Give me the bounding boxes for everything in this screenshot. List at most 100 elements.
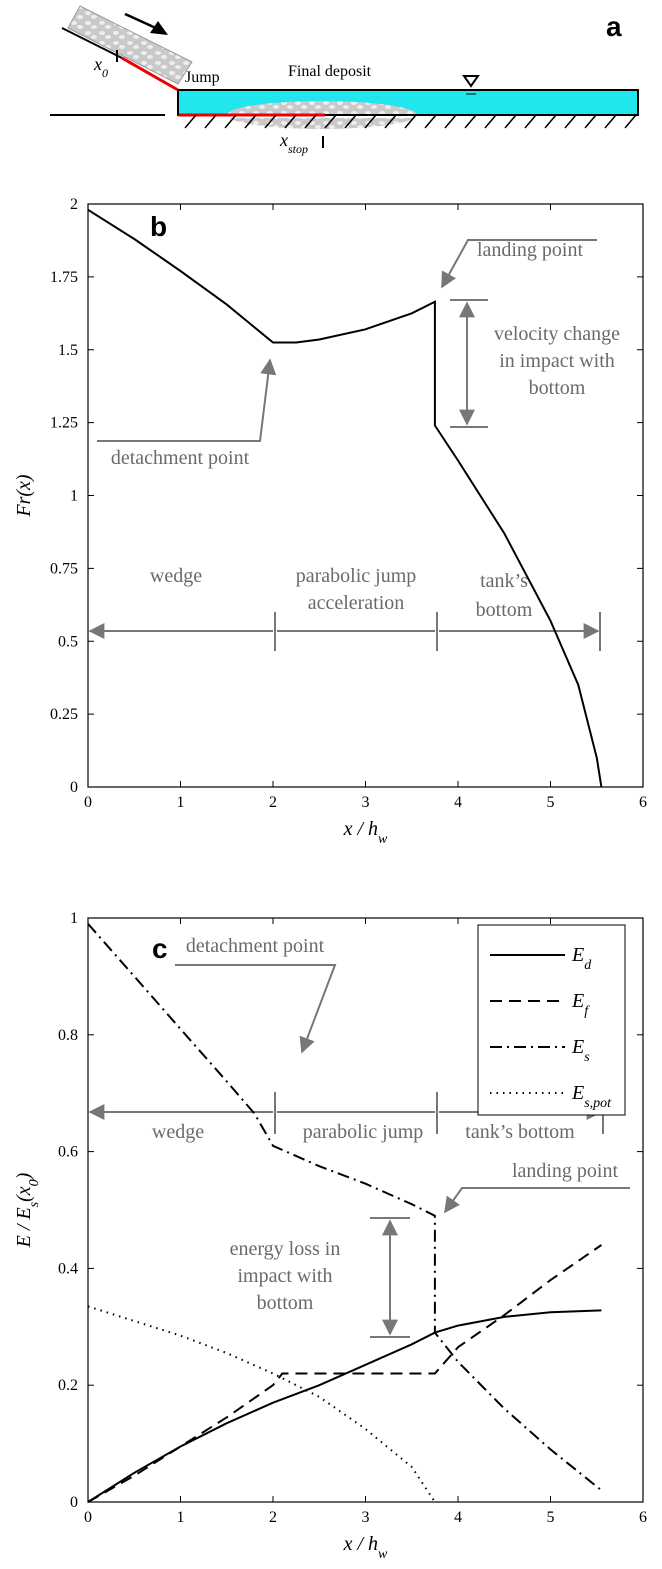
annotation: energy loss in — [230, 1238, 341, 1260]
annotation: parabolic jump — [296, 565, 417, 587]
axis-label: x / hw — [343, 818, 388, 847]
annotations-b: landing point velocity change in impact … — [90, 239, 620, 651]
y-tick-label: 1 — [70, 488, 78, 505]
y-tick-label: 0 — [70, 779, 78, 796]
x-tick-label: 2 — [269, 1509, 277, 1526]
annotation: wedge — [152, 1121, 204, 1143]
axis-label: Fr(x) — [13, 474, 35, 518]
axis-label-part: s — [27, 1201, 42, 1207]
y-tick-label: 0.75 — [50, 560, 78, 577]
annotation: tank’s bottom — [465, 1121, 575, 1143]
plot-frame — [87, 203, 644, 788]
arrow — [441, 239, 597, 289]
arrow — [97, 358, 277, 442]
legend-sub: f — [584, 1004, 590, 1019]
x0-sub: 0 — [102, 66, 108, 80]
y-tick-label: 0.6 — [58, 1144, 78, 1161]
legend-box — [477, 924, 626, 1116]
series-line — [87, 923, 603, 1492]
series-line — [87, 1244, 602, 1503]
y-tick-label: 1.75 — [50, 269, 78, 286]
annotations-c: detachment point wedge parabolic jump ta… — [90, 935, 630, 1338]
x-tick-label: 1 — [177, 794, 185, 811]
series-line — [87, 1305, 436, 1503]
slope — [61, 27, 123, 59]
annotation: impact with — [238, 1265, 333, 1287]
annotation: detachment point — [111, 447, 250, 469]
series-line — [87, 208, 603, 788]
jump-label: Jump — [185, 69, 220, 86]
range-tick — [274, 612, 601, 651]
arrow — [444, 1187, 630, 1214]
motion-head — [150, 21, 168, 35]
axis-label-part: 0 — [27, 1179, 42, 1186]
hatch — [184, 114, 637, 129]
panel-label: b — [150, 211, 167, 242]
panel-label: c — [152, 933, 168, 964]
annotation: parabolic jump — [303, 1121, 424, 1143]
legend-label: Es — [571, 1036, 590, 1065]
axis-label-part: w — [378, 1547, 388, 1562]
axis-label: E / Es(x0) — [13, 1172, 42, 1248]
y-tick-label: 1.25 — [50, 415, 78, 432]
annotation: bottom — [529, 377, 586, 399]
ground-cover — [178, 115, 638, 118]
xstop-main: x — [279, 130, 288, 150]
deposit-label: Final deposit — [288, 63, 372, 80]
x-tick-label: 1 — [177, 1509, 185, 1526]
series-line — [87, 1309, 602, 1503]
schematic: a x0 Jump Final deposit xstop — [50, 5, 639, 156]
legend-name: E — [571, 1082, 584, 1104]
axis-label-part: E / E — [13, 1207, 35, 1248]
x0-label: x0 — [93, 54, 108, 80]
annotation: tank’s — [480, 570, 528, 592]
legend-sub: d — [584, 958, 592, 973]
axis-label-part: x / h — [343, 1533, 378, 1555]
legend-sub: s,pot — [584, 1096, 612, 1111]
legend-label: Es,pot — [571, 1082, 612, 1111]
legend-sub: s — [584, 1050, 590, 1065]
legend-name: E — [571, 944, 584, 966]
y-tick-label: 0.25 — [50, 706, 78, 723]
x-tick-label: 2 — [269, 794, 277, 811]
arrow-cap — [370, 1217, 410, 1338]
arrow-cap — [450, 299, 488, 428]
slab — [67, 5, 193, 85]
axis-label-part: Fr(x) — [13, 474, 35, 518]
slope-red — [121, 56, 179, 92]
motion-arrow — [124, 12, 159, 31]
x-tick-label: 4 — [454, 1509, 462, 1526]
x-tick-label: 3 — [362, 794, 370, 811]
water-symbol — [462, 75, 480, 88]
annotation: landing point — [512, 1160, 619, 1182]
x-tick-label: 6 — [639, 794, 647, 811]
x-tick-label: 5 — [547, 1509, 555, 1526]
panel-label: a — [606, 11, 622, 42]
xstop-sub: stop — [288, 142, 308, 156]
annotation: velocity change — [494, 323, 620, 345]
axis-label-part: ) — [13, 1172, 35, 1180]
x0-main: x — [93, 54, 102, 74]
x-tick-label: 3 — [362, 1509, 370, 1526]
y-tick-label: 1 — [70, 910, 78, 927]
x-tick-label: 4 — [454, 794, 462, 811]
y-tick-label: 0.2 — [58, 1377, 78, 1394]
y-tick-label: 0.8 — [58, 1027, 78, 1044]
x-tick-label: 0 — [84, 794, 92, 811]
legend-name: E — [571, 990, 584, 1012]
axis-label: x / hw — [343, 1533, 388, 1562]
annotation: landing point — [477, 239, 584, 261]
arrow — [175, 964, 337, 1054]
x-tick-label: 6 — [639, 1509, 647, 1526]
x-tick-label: 0 — [84, 1509, 92, 1526]
axis-label-part: (x — [13, 1186, 35, 1202]
annotation: detachment point — [186, 935, 325, 957]
axis-label-part: x / h — [343, 818, 378, 840]
legend-name: E — [571, 1036, 584, 1058]
axis-label-part: w — [378, 832, 388, 847]
legend-label: Ef — [571, 990, 590, 1019]
x-tick-label: 5 — [547, 794, 555, 811]
xstop-label: xstop — [279, 130, 308, 156]
annotation: wedge — [150, 565, 202, 587]
